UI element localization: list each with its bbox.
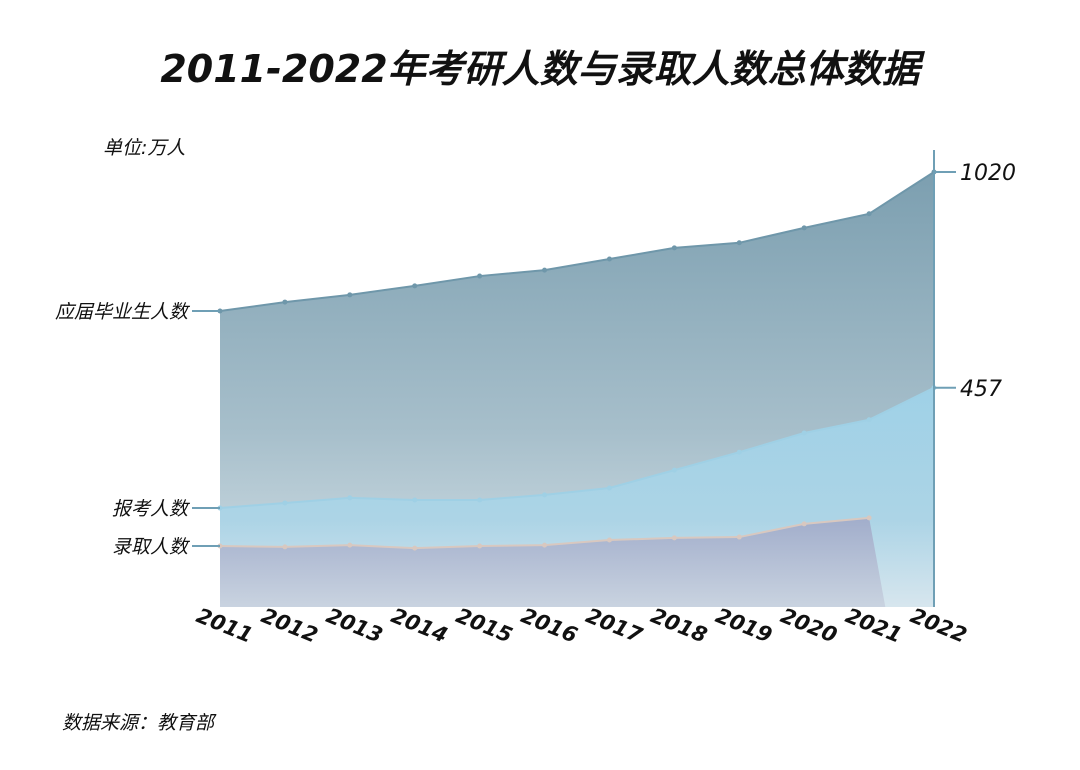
source-note: 数据来源：教育部 — [62, 712, 215, 734]
x-tick-label: 2013 — [323, 603, 386, 647]
data-point — [347, 292, 353, 298]
series-label: 录取人数 — [112, 536, 191, 558]
data-point — [347, 495, 353, 501]
data-point — [282, 544, 288, 550]
x-tick-label: 2012 — [258, 603, 321, 647]
data-point — [801, 430, 807, 436]
data-point — [477, 273, 483, 279]
data-point — [477, 543, 483, 549]
data-point — [866, 515, 872, 521]
end-value-label: 457 — [960, 377, 1002, 402]
data-point — [606, 537, 612, 543]
data-point — [671, 535, 677, 541]
data-point — [801, 225, 807, 231]
data-point — [542, 492, 548, 498]
x-tick-label: 2016 — [518, 603, 581, 647]
data-point — [671, 245, 677, 251]
x-tick-label: 2018 — [647, 603, 710, 647]
x-tick-label: 2022 — [907, 603, 970, 647]
x-tick-label: 2014 — [388, 603, 451, 647]
unit-label: 单位:万人 — [103, 137, 186, 159]
x-tick-label: 2021 — [842, 603, 905, 647]
data-point — [801, 521, 807, 527]
series-label: 应届毕业生人数 — [55, 301, 191, 323]
data-point — [347, 542, 353, 548]
x-tick-label: 2015 — [453, 603, 516, 647]
area-2 — [220, 517, 886, 607]
chart-title: 2011-2022年考研人数与录取人数总体数据 — [160, 47, 920, 91]
x-tick-label: 2017 — [582, 603, 646, 647]
data-point — [412, 283, 418, 289]
data-point — [671, 467, 677, 473]
series-line-0 — [219, 171, 935, 313]
data-point — [282, 299, 288, 305]
data-point — [866, 211, 872, 217]
data-point — [412, 545, 418, 551]
data-point — [866, 417, 872, 423]
x-tick-label: 2020 — [777, 603, 840, 647]
data-point — [282, 500, 288, 506]
end-value-label: 1020 — [960, 161, 1016, 186]
data-point — [606, 485, 612, 491]
data-point — [736, 240, 742, 246]
data-point — [736, 534, 742, 540]
series-line-1 — [219, 386, 935, 510]
data-point — [606, 256, 612, 262]
series-label: 报考人数 — [112, 498, 191, 520]
data-point — [542, 267, 548, 273]
x-tick-label: 2011 — [193, 603, 256, 647]
x-tick-label: 2019 — [712, 603, 775, 647]
data-point — [736, 449, 742, 455]
data-point — [542, 542, 548, 548]
data-point — [477, 497, 483, 503]
data-point — [412, 497, 418, 503]
